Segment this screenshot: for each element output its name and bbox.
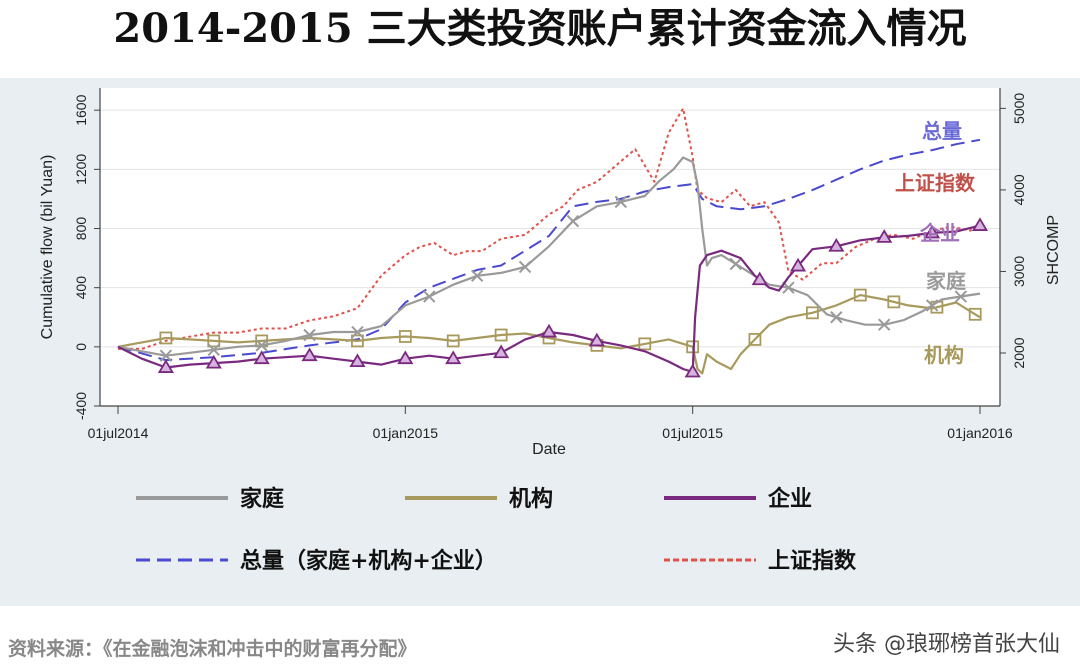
data-point-x bbox=[159, 349, 173, 362]
y2-tick-label: 3000 bbox=[1011, 256, 1027, 287]
watermark: 头条 @琅琊榜首张大仙 bbox=[833, 632, 1060, 657]
series-annotation-zongliang: 总量 bbox=[922, 119, 962, 143]
data-point-square bbox=[351, 334, 364, 348]
data-point-triangle bbox=[751, 271, 768, 286]
series-annotation-shangzheng: 上证指数 bbox=[895, 171, 976, 195]
data-point-triangle bbox=[205, 354, 222, 369]
x-tick-label: 01jan2015 bbox=[373, 425, 439, 441]
series-line-shangzheng bbox=[118, 107, 981, 350]
data-point-square bbox=[398, 330, 412, 343]
x-tick-label: 01jul2014 bbox=[88, 425, 149, 441]
data-point-square bbox=[748, 333, 762, 346]
y-tick-label: 400 bbox=[73, 276, 89, 300]
data-point-x bbox=[518, 260, 532, 274]
data-point-square bbox=[159, 331, 173, 345]
plot-area bbox=[100, 88, 1000, 406]
data-point-triangle bbox=[253, 350, 270, 365]
y-tick-label: 1600 bbox=[73, 94, 89, 125]
legend-label-shangzheng: 上证指数 bbox=[768, 548, 857, 574]
data-point-x bbox=[470, 269, 484, 283]
chart-svg: -400 0 400 800 1200 1600 2000 3000 4000 5000 01jul… bbox=[0, 78, 1080, 606]
data-point-x bbox=[878, 318, 891, 331]
footer: 资料来源：《在金融泡沫和冲击中的财富再分配》 头条 @琅琊榜首张大仙 bbox=[0, 606, 1080, 671]
data-point-square bbox=[207, 334, 221, 348]
series-annotation-qiye: 企业 bbox=[919, 221, 960, 245]
data-point-triangle bbox=[349, 353, 366, 368]
data-point-square bbox=[968, 307, 982, 321]
series-annotation-jiating: 家庭 bbox=[926, 269, 966, 293]
data-point-triangle bbox=[493, 344, 510, 359]
data-point-triangle bbox=[789, 257, 807, 272]
series-line-qiye bbox=[117, 224, 981, 374]
data-point-triangle bbox=[301, 347, 318, 362]
x-axis-label: Date bbox=[532, 441, 566, 458]
legend-label-jigou: 机构 bbox=[509, 486, 553, 512]
legend-label-qiye: 企业 bbox=[767, 486, 812, 512]
x-tick-label: 01jan2016 bbox=[947, 425, 1013, 441]
data-point-square bbox=[887, 295, 901, 309]
data-point-square bbox=[853, 288, 867, 302]
data-point-triangle bbox=[445, 350, 462, 365]
y-axis-label: Cumulative flow (bil Yuan) bbox=[39, 155, 56, 340]
data-point-triangle bbox=[924, 224, 941, 239]
data-point-x bbox=[255, 339, 268, 352]
series-annotation-jigou: 机构 bbox=[924, 343, 964, 367]
y-tick-label: 0 bbox=[73, 343, 89, 351]
data-point-square bbox=[805, 306, 819, 320]
y-tick-label: 800 bbox=[73, 217, 89, 241]
data-point-x bbox=[566, 214, 580, 228]
y-tick-label: -400 bbox=[73, 392, 89, 420]
legend-label-jiating: 家庭 bbox=[240, 486, 284, 512]
data-point-triangle bbox=[540, 323, 558, 338]
y2-axis-label: SHCOMP bbox=[1045, 215, 1062, 285]
series-line-zongliang bbox=[117, 138, 981, 362]
chart-title: 2014-2015 三大类投资账户累计资金流入情况 bbox=[113, 5, 967, 52]
data-point-x bbox=[830, 311, 843, 324]
data-point-square bbox=[638, 337, 652, 351]
data-point-triangle bbox=[876, 229, 893, 243]
data-point-square bbox=[494, 328, 508, 342]
data-point-x bbox=[729, 257, 742, 271]
data-point-x bbox=[925, 299, 939, 312]
data-point-x bbox=[954, 290, 968, 303]
data-point-x bbox=[303, 328, 316, 342]
data-point-triangle bbox=[684, 363, 701, 378]
data-point-triangle bbox=[157, 359, 174, 373]
data-point-triangle bbox=[397, 350, 414, 365]
data-point-square bbox=[446, 334, 460, 348]
source-caption: 资料来源：《在金融泡沫和冲击中的财富再分配》 bbox=[8, 638, 417, 660]
data-point-triangle bbox=[588, 332, 605, 347]
data-point-triangle bbox=[828, 237, 845, 252]
data-point-x bbox=[614, 195, 628, 209]
series-line-jigou bbox=[117, 294, 981, 375]
y-tick-label: 1200 bbox=[73, 154, 89, 185]
data-point-x bbox=[351, 325, 364, 339]
x-tick-label: 01jul2015 bbox=[662, 425, 723, 441]
data-point-x bbox=[423, 290, 436, 303]
y2-tick-label: 2000 bbox=[1011, 337, 1027, 368]
y2-tick-label: 4000 bbox=[1011, 174, 1027, 205]
y2-tick-label: 5000 bbox=[1011, 93, 1027, 124]
data-point-x bbox=[207, 343, 220, 357]
data-point-triangle bbox=[971, 217, 989, 231]
legend-label-zongliang: 总量（家庭+机构+企业） bbox=[240, 548, 497, 574]
chart-panel: -400 0 400 800 1200 1600 2000 3000 4000 5000 01jul… bbox=[0, 78, 1080, 606]
